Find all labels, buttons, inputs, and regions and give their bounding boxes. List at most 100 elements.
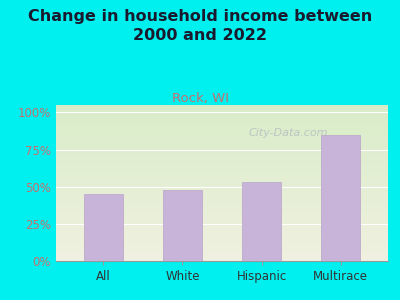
Bar — [56, 174, 388, 175]
Bar — [56, 173, 388, 174]
Bar — [56, 228, 388, 229]
Bar — [56, 236, 388, 237]
Bar — [56, 145, 388, 146]
Bar — [56, 258, 388, 259]
Bar — [56, 211, 388, 212]
Bar — [56, 208, 388, 209]
Bar — [56, 189, 388, 190]
Bar — [56, 164, 388, 165]
Bar — [56, 220, 388, 221]
Bar — [56, 122, 388, 123]
Bar — [56, 188, 388, 189]
Bar — [56, 234, 388, 235]
Bar — [56, 149, 388, 150]
Bar — [56, 216, 388, 217]
Bar — [56, 138, 388, 139]
Bar — [56, 222, 388, 223]
Bar — [56, 242, 388, 243]
Bar — [56, 120, 388, 121]
Bar — [56, 137, 388, 138]
Bar — [56, 244, 388, 245]
Bar — [56, 135, 388, 136]
Bar — [56, 106, 388, 107]
Bar — [56, 213, 388, 214]
Bar — [56, 247, 388, 248]
Bar — [56, 221, 388, 222]
Bar — [56, 107, 388, 108]
Bar — [56, 200, 388, 201]
Bar — [56, 148, 388, 149]
Bar — [56, 246, 388, 247]
Bar — [56, 192, 388, 193]
Bar — [56, 238, 388, 239]
Bar — [56, 150, 388, 151]
Bar — [56, 233, 388, 234]
Bar — [56, 171, 388, 172]
Bar — [56, 156, 388, 157]
Bar — [56, 136, 388, 137]
Bar — [56, 201, 388, 202]
Bar — [56, 209, 388, 210]
Bar — [56, 110, 388, 111]
Bar — [56, 198, 388, 199]
Bar — [321, 135, 360, 261]
Bar — [56, 178, 388, 179]
Bar — [163, 190, 202, 261]
Bar — [56, 223, 388, 224]
Bar — [56, 203, 388, 204]
Bar — [56, 172, 388, 173]
Bar — [56, 231, 388, 232]
Bar — [56, 214, 388, 215]
Bar — [56, 155, 388, 156]
Bar — [56, 260, 388, 261]
Bar — [56, 157, 388, 158]
Bar — [56, 163, 388, 164]
Bar — [56, 237, 388, 238]
Bar — [56, 130, 388, 131]
Bar — [56, 168, 388, 169]
Bar — [56, 179, 388, 180]
Bar — [56, 160, 388, 161]
Bar — [56, 118, 388, 119]
Bar — [56, 116, 388, 117]
Bar — [56, 235, 388, 236]
Bar — [56, 249, 388, 250]
Bar — [56, 165, 388, 166]
Bar — [56, 254, 388, 255]
Bar — [56, 259, 388, 260]
Bar — [56, 197, 388, 198]
Bar — [56, 159, 388, 160]
Bar — [56, 112, 388, 113]
Bar — [56, 253, 388, 254]
Text: City-Data.com: City-Data.com — [249, 128, 328, 138]
Bar — [56, 187, 388, 188]
Bar — [56, 142, 388, 143]
Bar — [56, 117, 388, 118]
Bar — [56, 245, 388, 246]
Bar — [56, 225, 388, 226]
Bar — [56, 115, 388, 116]
Bar — [56, 153, 388, 154]
Bar — [56, 243, 388, 244]
Bar — [56, 170, 388, 171]
Bar — [56, 218, 388, 219]
Bar — [56, 129, 388, 130]
Bar — [56, 128, 388, 129]
Bar — [56, 167, 388, 168]
Bar — [56, 240, 388, 241]
Bar — [56, 161, 388, 162]
Bar — [56, 133, 388, 134]
Bar — [56, 256, 388, 257]
Bar — [56, 193, 388, 194]
Bar — [56, 140, 388, 141]
Bar — [56, 169, 388, 170]
Bar — [56, 251, 388, 252]
Bar — [56, 183, 388, 184]
Bar — [56, 241, 388, 242]
Bar — [56, 111, 388, 112]
Bar — [56, 114, 388, 115]
Bar — [84, 194, 123, 261]
Bar — [56, 227, 388, 228]
Bar — [56, 185, 388, 186]
Bar — [56, 121, 388, 122]
